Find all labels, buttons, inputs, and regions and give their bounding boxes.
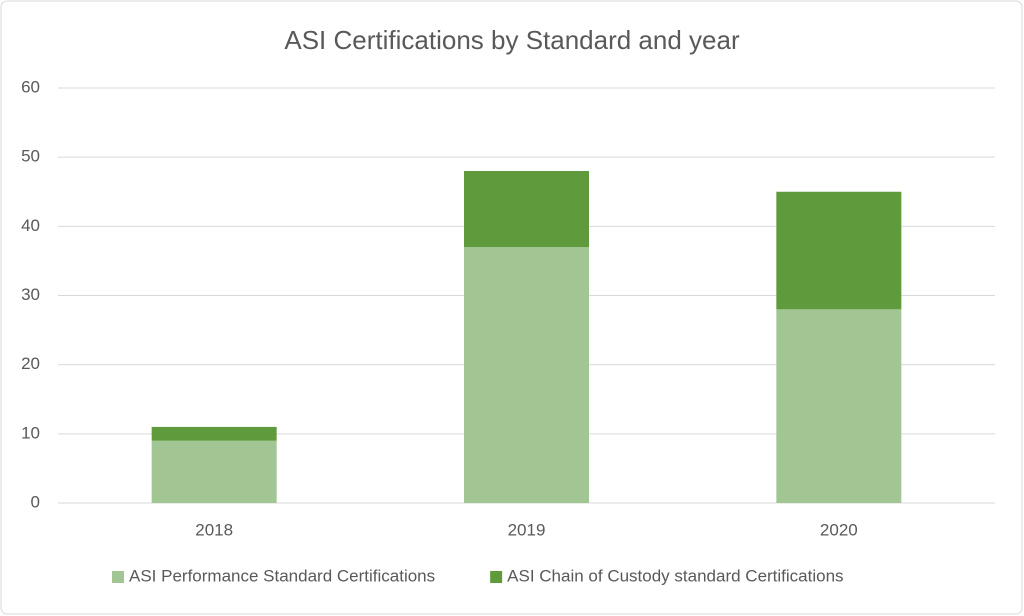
legend-label: ASI Chain of Custody standard Certificat… <box>507 566 843 585</box>
legend-swatch <box>112 571 124 583</box>
legend-swatch <box>490 571 503 583</box>
y-tick-label: 20 <box>21 354 40 373</box>
bar <box>776 191 902 310</box>
bar <box>464 171 589 248</box>
x-tick-label: 2019 <box>508 520 546 539</box>
x-tick-label: 2020 <box>820 520 858 539</box>
y-tick-label: 10 <box>21 423 40 442</box>
bar <box>151 440 277 503</box>
y-tick-label: 40 <box>21 216 40 235</box>
chart-title: ASI Certifications by Standard and year <box>284 25 740 55</box>
y-tick-label: 50 <box>21 147 40 166</box>
x-tick-label: 2018 <box>195 520 233 539</box>
bar <box>151 426 277 441</box>
y-tick-label: 0 <box>31 492 40 511</box>
bar <box>776 309 902 503</box>
legend-label: ASI Performance Standard Certifications <box>129 566 435 585</box>
y-tick-label: 60 <box>21 77 40 96</box>
bar <box>464 247 589 503</box>
y-tick-label: 30 <box>21 285 40 304</box>
